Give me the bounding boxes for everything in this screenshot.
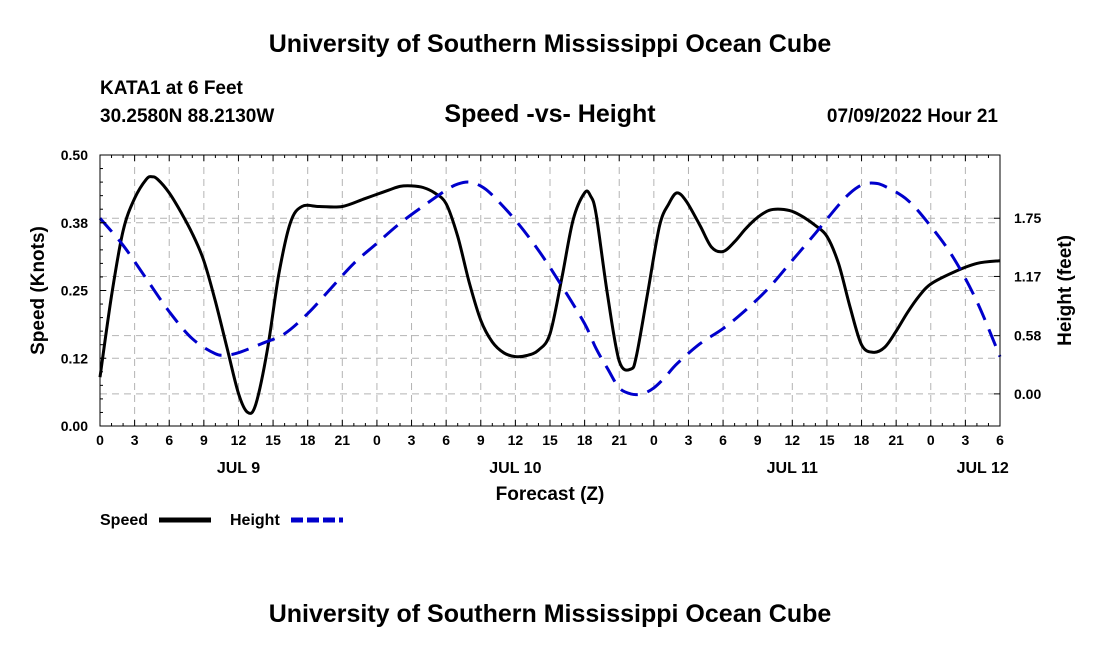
x-tick-label: 3 <box>961 432 969 448</box>
day-label: JUL 10 <box>489 460 541 477</box>
y-tick-label: 0.00 <box>61 418 88 434</box>
day-label: JUL 11 <box>767 460 818 477</box>
x-tick-label: 3 <box>685 432 693 448</box>
x-tick-label: 18 <box>854 432 870 448</box>
legend: Speed Height <box>100 512 343 529</box>
x-axis-label: Forecast (Z) <box>496 484 605 505</box>
x-tick-label: 18 <box>577 432 593 448</box>
x-tick-label: 15 <box>819 432 835 448</box>
axes: 0 3 6 9 12 15 18 21 0 3 6 9 12 15 18 21 0 3 6 9 12 15 18 21 0 3 6 J… <box>61 147 1042 477</box>
y2-tick-label: 0.58 <box>1014 328 1041 344</box>
station-label: KATA1 at 6 Feet <box>100 78 243 99</box>
day-label: JUL 12 <box>957 460 1009 477</box>
date-stamp: 07/09/2022 Hour 21 <box>826 106 998 127</box>
chart-title: Speed -vs- Height <box>444 100 656 128</box>
x-tick-label: 15 <box>265 432 281 448</box>
series-lines <box>98 175 1002 415</box>
x-tick-label: 9 <box>754 432 762 448</box>
x-tick-label: 15 <box>542 432 558 448</box>
height-series-line <box>98 180 1002 397</box>
footer-title: University of Southern Mississippi Ocean… <box>268 600 832 628</box>
x-tick-label: 21 <box>335 432 351 448</box>
main-title: University of Southern Mississippi Ocean… <box>268 30 832 58</box>
x-tick-label: 12 <box>508 432 524 448</box>
x-tick-label: 6 <box>442 432 450 448</box>
x-tick-label: 3 <box>408 432 416 448</box>
axis-labels: Forecast (Z) Speed (Knots) Height (feet) <box>28 226 1076 505</box>
x-tick-label: 6 <box>996 432 1004 448</box>
x-tick-label: 3 <box>131 432 139 448</box>
x-tick-label: 6 <box>719 432 727 448</box>
x-tick-label: 12 <box>785 432 801 448</box>
x-tick-label: 9 <box>200 432 208 448</box>
x-tick-label: 6 <box>165 432 173 448</box>
legend-label-height: Height <box>230 512 280 529</box>
y-tick-label: 0.12 <box>61 350 88 366</box>
grid <box>100 155 1000 426</box>
x-tick-label: 21 <box>888 432 904 448</box>
y-tick-label: 0.25 <box>61 283 88 299</box>
x-tick-label: 0 <box>927 432 935 448</box>
x-tick-label: 9 <box>477 432 485 448</box>
x-tick-label: 12 <box>231 432 247 448</box>
y2-tick-label: 1.75 <box>1014 210 1041 226</box>
y2-tick-label: 0.00 <box>1014 386 1041 402</box>
x-tick-label: 21 <box>611 432 627 448</box>
x-tick-label: 18 <box>300 432 316 448</box>
x-tick-label: 0 <box>650 432 658 448</box>
y-tick-label: 0.38 <box>61 215 88 231</box>
y2-tick-label: 1.17 <box>1014 268 1041 284</box>
x-tick-label: 0 <box>373 432 381 448</box>
x-tick-label: 0 <box>96 432 104 448</box>
day-label: JUL 9 <box>217 460 260 477</box>
y-tick-label: 0.50 <box>61 147 88 163</box>
legend-label-speed: Speed <box>100 512 148 529</box>
y2-axis-label: Height (feet) <box>1055 235 1076 346</box>
station-coordinates: 30.2580N 88.2130W <box>100 106 275 127</box>
y-axis-label: Speed (Knots) <box>28 226 49 355</box>
